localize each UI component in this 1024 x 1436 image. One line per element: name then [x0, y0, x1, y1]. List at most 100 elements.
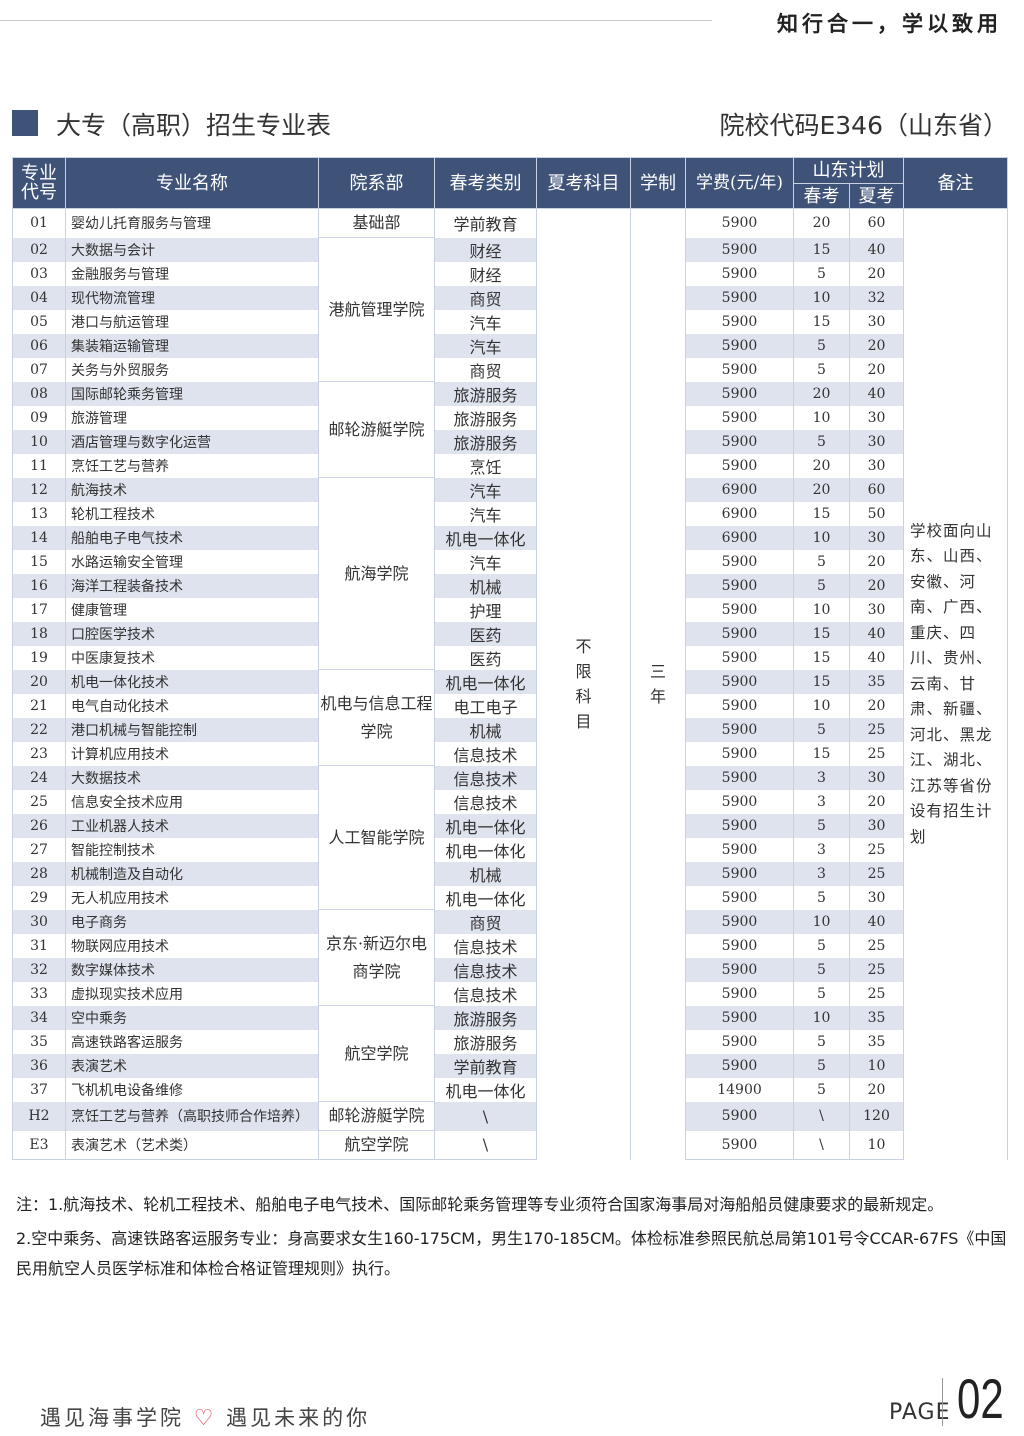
spring-category: 信息技术: [434, 741, 537, 766]
major-name: 信息安全技术应用: [65, 789, 319, 814]
table-row: 02 大数据与会计 港航管理学院 财经 5900 15 40: [12, 237, 1008, 382]
spring-category: 汽车: [434, 309, 537, 334]
plan-spring: 5: [793, 1053, 850, 1078]
tuition-fee: 6900: [685, 477, 794, 502]
spring-category: 汽车: [434, 333, 537, 358]
header-code: 专业代号: [12, 157, 66, 209]
plan-spring: 5: [793, 885, 850, 910]
major-code: 09: [12, 405, 66, 430]
tuition-fee: 5900: [685, 693, 794, 718]
major-name: 工业机器人技术: [65, 813, 319, 838]
table-row: 01 婴幼儿托育服务与管理 基础部 学前教育 不限科目 三年 5900 20 60 学校面向山东、…: [12, 208, 1008, 1160]
tuition-fee: 5900: [685, 1130, 794, 1160]
table-row: 03 金融服务与管理 财经 5900 5 20: [12, 261, 1008, 286]
department: 邮轮游艇学院: [318, 1101, 435, 1131]
plan-summer: 30: [849, 597, 904, 622]
plan-spring: 15: [793, 669, 850, 694]
plan-summer: 20: [849, 789, 904, 814]
major-name: 虚拟现实技术应用: [65, 981, 319, 1006]
plan-spring: 3: [793, 861, 850, 886]
major-name: 航海技术: [65, 477, 319, 502]
page-title: 大专（高职）招生专业表: [56, 111, 332, 140]
plan-summer: 60: [849, 208, 904, 238]
footnote-2: 2.空中乘务、高速铁路客运服务专业：身高要求女生160-175CM，男生170-…: [16, 1229, 1007, 1278]
major-name: 电子商务: [65, 909, 319, 934]
major-code: 27: [12, 837, 66, 862]
plan-spring: 5: [793, 573, 850, 598]
spring-category: 机械: [434, 717, 537, 742]
tuition-fee: 5900: [685, 885, 794, 910]
major-code: 12: [12, 477, 66, 502]
major-name: 旅游管理: [65, 405, 319, 430]
header-fee: 学费(元/年): [685, 157, 794, 209]
department: 航空学院: [318, 1005, 435, 1102]
spring-category: 机械: [434, 573, 537, 598]
plan-summer: 25: [849, 741, 904, 766]
major-name: 计算机应用技术: [65, 741, 319, 766]
footer-slogan: 遇见海事学院 ♡ 遇见未来的你: [40, 1402, 370, 1432]
table-body: 01 婴幼儿托育服务与管理 基础部 学前教育 不限科目 三年 5900 20 60 学校面向山东、…: [12, 208, 1008, 1160]
tuition-fee: 5900: [685, 381, 794, 406]
plan-spring: 20: [793, 477, 850, 502]
department: 人工智能学院: [318, 765, 435, 910]
plan-spring: 5: [793, 813, 850, 838]
major-code: 08: [12, 381, 66, 406]
plan-summer: 120: [849, 1101, 904, 1131]
plan-summer: 20: [849, 1077, 904, 1102]
table-row: 25 信息安全技术应用 信息技术 5900 3 20: [12, 789, 1008, 814]
top-rule: [0, 20, 712, 21]
major-code: 11: [12, 453, 66, 478]
tuition-fee: 5900: [685, 933, 794, 958]
table-row: 33 虚拟现实技术应用 信息技术 5900 5 25: [12, 981, 1008, 1006]
table-row: 13 轮机工程技术 汽车 6900 15 50: [12, 501, 1008, 526]
plan-spring: 10: [793, 405, 850, 430]
plan-summer: 40: [849, 381, 904, 406]
spring-category: 医药: [434, 645, 537, 670]
plan-summer: 30: [849, 429, 904, 454]
plan-spring: 10: [793, 285, 850, 310]
department: 港航管理学院: [318, 237, 435, 382]
major-code: 14: [12, 525, 66, 550]
tuition-fee: 5900: [685, 1029, 794, 1054]
plan-summer: 10: [849, 1053, 904, 1078]
summer-subject-cell: 不限科目: [536, 208, 631, 1160]
tuition-fee: 5900: [685, 309, 794, 334]
plan-summer: 20: [849, 573, 904, 598]
table-row: 24 大数据技术 人工智能学院 信息技术 5900 3 30: [12, 765, 1008, 910]
school-code: 院校代码E346（山东省）: [719, 111, 1008, 140]
summer-subject: 不限科目: [575, 637, 592, 732]
major-code: 05: [12, 309, 66, 334]
spring-category: 财经: [434, 261, 537, 286]
table-row: 30 电子商务 京东·新迈尔电商学院 商贸 5900 10 40: [12, 909, 1008, 1006]
major-name: 无人机应用技术: [65, 885, 319, 910]
plan-spring: 15: [793, 645, 850, 670]
spring-category: 机电一体化: [434, 525, 537, 550]
slogan-right: 遇见未来的你: [226, 1406, 371, 1430]
plan-spring: 10: [793, 693, 850, 718]
major-code: 10: [12, 429, 66, 454]
major-code: 24: [12, 765, 66, 790]
table-row: 29 无人机应用技术 机电一体化 5900 5 30: [12, 885, 1008, 910]
tuition-fee: 5900: [685, 957, 794, 982]
spring-category: 机械: [434, 861, 537, 886]
major-name: 表演艺术: [65, 1053, 319, 1078]
tuition-fee: 5900: [685, 333, 794, 358]
major-name: 智能控制技术: [65, 837, 319, 862]
plan-summer: 30: [849, 813, 904, 838]
plan-summer: 40: [849, 621, 904, 646]
major-code: 06: [12, 333, 66, 358]
table-row: 08 国际邮轮乘务管理 邮轮游艇学院 旅游服务 5900 20 40: [12, 381, 1008, 478]
major-name: 酒店管理与数字化运营: [65, 429, 319, 454]
table-row: H2 烹饪工艺与营养（高职技师合作培养） 邮轮游艇学院 \ 5900 \ 120: [12, 1101, 1008, 1131]
plan-summer: 32: [849, 285, 904, 310]
tuition-fee: 5900: [685, 741, 794, 766]
table-row: 16 海洋工程装备技术 机械 5900 5 20: [12, 573, 1008, 598]
header-dept: 院系部: [318, 157, 435, 209]
plan-spring: 3: [793, 765, 850, 790]
table-row: 22 港口机械与智能控制 机械 5900 5 25: [12, 717, 1008, 742]
major-code: 30: [12, 909, 66, 934]
header-summer-subject: 夏考科目: [536, 157, 631, 209]
table-row: 09 旅游管理 旅游服务 5900 10 30: [12, 405, 1008, 430]
major-code: 02: [12, 237, 66, 262]
major-name: 海洋工程装备技术: [65, 573, 319, 598]
